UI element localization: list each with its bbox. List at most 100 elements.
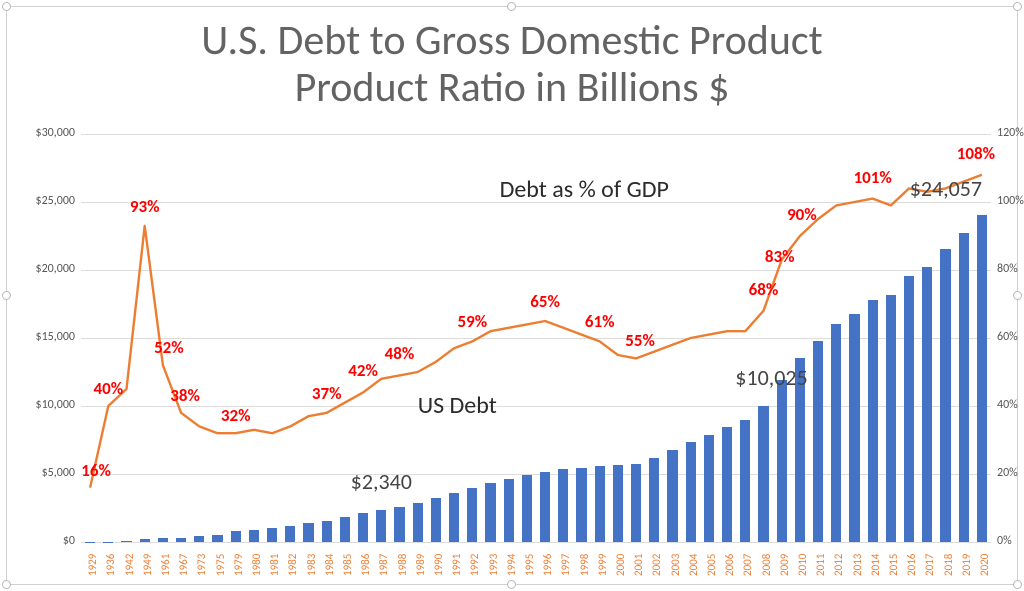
- x-tick-label: 1984: [323, 554, 336, 576]
- x-tick-label: 2013: [851, 554, 864, 576]
- x-tick-label: 1996: [541, 554, 554, 576]
- x-tick-label: 2000: [614, 554, 627, 576]
- x-tick-label: 1993: [487, 554, 500, 576]
- pct-callout: 90%: [787, 204, 817, 225]
- x-tick-label: 1980: [250, 554, 263, 576]
- x-tick-label: 2017: [923, 554, 936, 576]
- title-line-1: U.S. Debt to Gross Domestic Product: [201, 15, 822, 66]
- pct-callout: 32%: [221, 405, 251, 426]
- x-tick-label: 1967: [177, 554, 190, 576]
- x-tick-label: 2014: [869, 554, 882, 576]
- pct-callout: 38%: [170, 385, 200, 406]
- pct-callout: 65%: [530, 291, 560, 312]
- x-tick-label: 1989: [414, 554, 427, 576]
- y-right-tick-label: 0%: [997, 534, 1024, 548]
- y-right-tick-label: 80%: [997, 262, 1024, 276]
- x-tick-label: 1983: [305, 554, 318, 576]
- x-tick-label: 2009: [778, 554, 791, 576]
- x-tick-label: 1995: [523, 554, 536, 576]
- y-right-tick-label: 20%: [997, 466, 1024, 480]
- x-tick-label: 2004: [687, 554, 700, 576]
- pct-callout: 52%: [154, 337, 184, 358]
- x-tick-label: 2018: [942, 554, 955, 576]
- x-tick-label: 2020: [978, 554, 991, 576]
- gridline: [81, 542, 991, 543]
- pct-callout: 61%: [585, 311, 615, 332]
- x-tick-label: 1979: [232, 554, 245, 576]
- pct-callout: 48%: [385, 343, 415, 364]
- resize-handle[interactable]: [507, 580, 516, 589]
- title-line-2: Product Ratio in Billions $: [295, 62, 730, 113]
- x-tick-label: 2007: [741, 554, 754, 576]
- x-tick-label: 1981: [268, 554, 281, 576]
- x-tick-label: 2019: [960, 554, 973, 576]
- resize-handle[interactable]: [2, 291, 11, 300]
- y-left-tick-label: $20,000: [23, 262, 75, 276]
- x-tick-label: 1973: [195, 554, 208, 576]
- y-right-tick-label: 120%: [997, 126, 1024, 140]
- y-left-tick-label: $15,000: [23, 330, 75, 344]
- plot-area: $0$5,000$10,000$15,000$20,000$25,000$30,…: [81, 134, 991, 542]
- y-right-tick-label: 100%: [997, 194, 1024, 208]
- value-callout: $10,025: [735, 364, 807, 391]
- series-label-line: Debt as % of GDP: [500, 175, 669, 204]
- x-tick-label: 1991: [450, 554, 463, 576]
- y-left-tick-label: $10,000: [23, 398, 75, 412]
- pct-callout: 42%: [348, 360, 378, 381]
- x-tick-label: 1998: [578, 554, 591, 576]
- resize-handle[interactable]: [1013, 580, 1022, 589]
- pct-callout: 68%: [749, 279, 779, 300]
- x-tick-label: 1936: [104, 554, 117, 576]
- x-tick-label: 2016: [905, 554, 918, 576]
- series-label-bars: US Debt: [418, 391, 497, 420]
- x-tick-label: 1975: [214, 554, 227, 576]
- x-tick-label: 1929: [86, 554, 99, 576]
- x-tick-label: 1987: [377, 554, 390, 576]
- x-tick-label: 1982: [286, 554, 299, 576]
- pct-callout: 59%: [457, 311, 487, 332]
- y-left-tick-label: $5,000: [23, 466, 75, 480]
- x-tick-label: 2003: [669, 554, 682, 576]
- pct-callout: 93%: [130, 196, 160, 217]
- pct-callout: 101%: [854, 167, 892, 188]
- value-callout: $24,057: [910, 175, 982, 202]
- x-tick-label: 1997: [559, 554, 572, 576]
- x-tick-label: 1961: [159, 554, 172, 576]
- x-tick-label: 2011: [814, 554, 827, 576]
- x-tick-label: 1992: [468, 554, 481, 576]
- resize-handle[interactable]: [1013, 2, 1022, 11]
- x-tick-label: 1999: [596, 554, 609, 576]
- x-tick-label: 2008: [760, 554, 773, 576]
- x-tick-label: 1988: [396, 554, 409, 576]
- pct-callout: 37%: [312, 383, 342, 404]
- y-left-tick-label: $0: [23, 534, 75, 548]
- x-tick-label: 1986: [359, 554, 372, 576]
- x-tick-label: 1949: [141, 554, 154, 576]
- y-left-tick-label: $25,000: [23, 194, 75, 208]
- y-left-tick-label: $30,000: [23, 126, 75, 140]
- x-tick-label: 2006: [723, 554, 736, 576]
- resize-handle[interactable]: [2, 2, 11, 11]
- value-callout: $2,340: [351, 468, 412, 495]
- resize-handle[interactable]: [2, 580, 11, 589]
- x-tick-label: 1985: [341, 554, 354, 576]
- y-right-tick-label: 40%: [997, 398, 1024, 412]
- chart-title: U.S. Debt to Gross Domestic Product Prod…: [7, 17, 1017, 111]
- resize-handle[interactable]: [1013, 291, 1022, 300]
- x-tick-label: 2015: [887, 554, 900, 576]
- pct-callout: 40%: [93, 378, 123, 399]
- chart-frame: U.S. Debt to Gross Domestic Product Prod…: [6, 6, 1018, 585]
- pct-callout: 108%: [957, 143, 995, 164]
- x-tick-label: 1994: [505, 554, 518, 576]
- pct-callout: 55%: [625, 330, 655, 351]
- x-tick-label: 1942: [123, 554, 136, 576]
- x-tick-label: 2001: [632, 554, 645, 576]
- x-tick-label: 2010: [796, 554, 809, 576]
- resize-handle[interactable]: [507, 2, 516, 11]
- x-tick-label: 2012: [832, 554, 845, 576]
- x-tick-label: 2005: [705, 554, 718, 576]
- y-right-tick-label: 60%: [997, 330, 1024, 344]
- pct-callout: 16%: [81, 460, 111, 481]
- pct-callout: 83%: [765, 246, 795, 267]
- x-tick-label: 1990: [432, 554, 445, 576]
